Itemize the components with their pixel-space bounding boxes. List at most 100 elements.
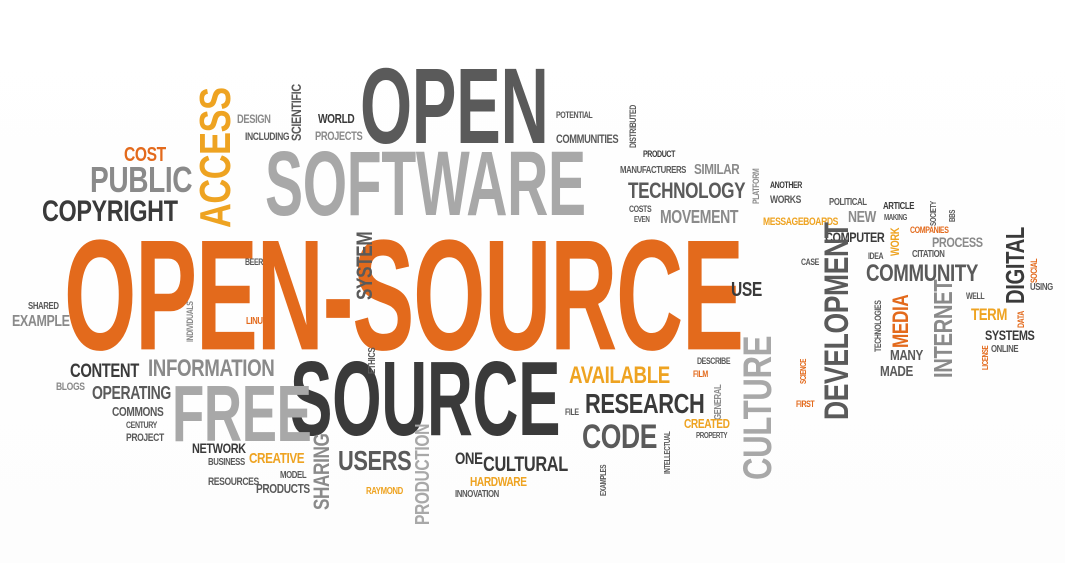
word-community: COMMUNITY bbox=[866, 260, 978, 287]
word-one: ONE bbox=[455, 449, 483, 468]
word-describe: DESCRIBE bbox=[697, 356, 731, 366]
word-online: ONLINE bbox=[991, 344, 1019, 355]
word-free: FREE bbox=[172, 369, 312, 458]
word-product: PRODUCT bbox=[643, 149, 675, 159]
word-design: DESIGN bbox=[237, 112, 271, 126]
word-using: USING bbox=[1030, 282, 1053, 293]
word-potential: POTENTIAL bbox=[556, 110, 593, 120]
word-business: BUSINESS bbox=[208, 457, 245, 468]
word-century: CENTURY bbox=[126, 420, 157, 430]
word-open: OPEN bbox=[360, 45, 549, 166]
word-term: TERM bbox=[971, 305, 1008, 324]
word-software: SOFTWARE bbox=[265, 133, 586, 235]
word-content: CONTENT bbox=[70, 361, 139, 382]
word-political: POLITICAL bbox=[829, 197, 867, 208]
word-social: SOCIAL bbox=[1029, 258, 1039, 283]
word-internet: INTERNET bbox=[928, 279, 958, 378]
word-raymond: RAYMOND bbox=[366, 486, 403, 497]
word-general: GENERAL bbox=[713, 384, 724, 420]
word-well: WELL bbox=[966, 291, 985, 301]
word-model: MODEL bbox=[280, 470, 307, 481]
word-case: CASE bbox=[801, 257, 819, 267]
word-costs: COSTS bbox=[629, 204, 652, 214]
word-society: SOCIETY bbox=[929, 201, 938, 226]
word-file: FILE bbox=[565, 407, 579, 417]
word-first: FIRST bbox=[796, 399, 815, 409]
word-including: INCLUDING bbox=[245, 131, 290, 143]
word-network: NETWORK bbox=[192, 440, 246, 456]
word-sharing: SHARING bbox=[309, 433, 334, 510]
word-article: ARTICLE bbox=[883, 201, 915, 212]
word-new: NEW bbox=[848, 209, 876, 226]
word-cost: COST bbox=[124, 144, 166, 166]
word-bbs: BBS bbox=[948, 209, 957, 222]
word-film: FILM bbox=[693, 369, 708, 379]
word-commons: COMMONS bbox=[112, 404, 164, 419]
word-shared: SHARED bbox=[28, 301, 59, 312]
word-development: DEVELOPMENT bbox=[818, 222, 856, 420]
word-ethics: ETHICS bbox=[367, 347, 378, 374]
word-research: RESEARCH bbox=[585, 388, 705, 419]
word-similar: SIMILAR bbox=[694, 161, 740, 178]
word-manufacturers: MANUFACTURERS bbox=[620, 165, 686, 176]
word-project: PROJECT bbox=[126, 432, 164, 444]
word-examples: EXAMPLES bbox=[599, 464, 608, 496]
word-platform: PLATFORM bbox=[751, 168, 761, 204]
word-blogs: BLOGS bbox=[56, 381, 85, 393]
word-culture: CULTURE bbox=[736, 335, 780, 480]
word-property: PROPERTY bbox=[696, 431, 728, 440]
word-hardware: HARDWARE bbox=[470, 474, 527, 489]
word-works: WORKS bbox=[770, 194, 801, 206]
word-made: MADE bbox=[880, 363, 913, 380]
word-beer: BEER bbox=[245, 257, 263, 267]
word-cultural: CULTURAL bbox=[483, 453, 568, 476]
word-scientific: SCIENTIFIC bbox=[288, 84, 304, 141]
word-information: INFORMATION bbox=[148, 355, 275, 382]
word-innovation: INNOVATION bbox=[455, 489, 499, 500]
word-companies: COMPANIES bbox=[910, 225, 949, 235]
word-another: ANOTHER bbox=[770, 180, 802, 190]
word-source: SOURCE bbox=[290, 340, 561, 458]
word-distributed: DISTRIBUTED bbox=[628, 105, 638, 148]
word-linux: LINUX bbox=[246, 316, 268, 327]
word-resources: RESOURCES bbox=[208, 476, 259, 488]
word-public: PUBLIC bbox=[90, 159, 193, 200]
word-world: WORLD bbox=[318, 111, 355, 126]
word-copyright: COPYRIGHT bbox=[42, 195, 178, 228]
word-access: ACCESS bbox=[191, 87, 240, 229]
word-technology: TECHNOLOGY bbox=[628, 178, 746, 203]
word-use: USE bbox=[731, 279, 762, 301]
word-data: DATA bbox=[1016, 311, 1026, 328]
word-messageboards: MESSAGEBOARDS bbox=[763, 216, 839, 228]
word-idea: IDEA bbox=[868, 251, 884, 261]
word-computer: COMPUTER bbox=[825, 229, 885, 245]
word-operating: OPERATING bbox=[92, 383, 171, 403]
word-system: SYSTEM bbox=[352, 231, 377, 300]
word-even: EVEN bbox=[634, 215, 650, 224]
word-citation: CITATION bbox=[912, 249, 945, 260]
word-intellectual: INTELLECTUAL bbox=[663, 431, 672, 474]
word-systems: SYSTEMS bbox=[985, 327, 1035, 343]
word-available: AVAILABLE bbox=[569, 362, 670, 389]
word-production: PRODUCTION bbox=[412, 424, 434, 525]
word-projects: PROJECTS bbox=[315, 129, 363, 143]
word-digital: DIGITAL bbox=[1000, 227, 1030, 304]
word-science: SCIENCE bbox=[799, 358, 808, 384]
word-work: WORK bbox=[888, 227, 902, 256]
word-example: EXAMPLE bbox=[12, 313, 70, 330]
word-media: MEDIA bbox=[888, 294, 913, 348]
word-creative: CREATIVE bbox=[249, 450, 305, 467]
word-open-source: OPEN-SOURCE bbox=[64, 206, 744, 383]
word-technologies: TECHNOLOGIES bbox=[873, 300, 883, 352]
word-process: PROCESS bbox=[932, 234, 983, 250]
word-code: CODE bbox=[582, 418, 658, 456]
word-users: USERS bbox=[338, 445, 412, 476]
word-communities: COMMUNITIES bbox=[556, 132, 619, 146]
word-individuals: INDIVIDUALS bbox=[185, 301, 195, 342]
word-making: MAKING bbox=[884, 213, 907, 222]
word-movement: MOVEMENT bbox=[660, 207, 739, 227]
word-products: PRODUCTS bbox=[256, 481, 310, 496]
word-license: LICENSE bbox=[981, 345, 990, 370]
word-created: CREATED bbox=[684, 416, 730, 431]
